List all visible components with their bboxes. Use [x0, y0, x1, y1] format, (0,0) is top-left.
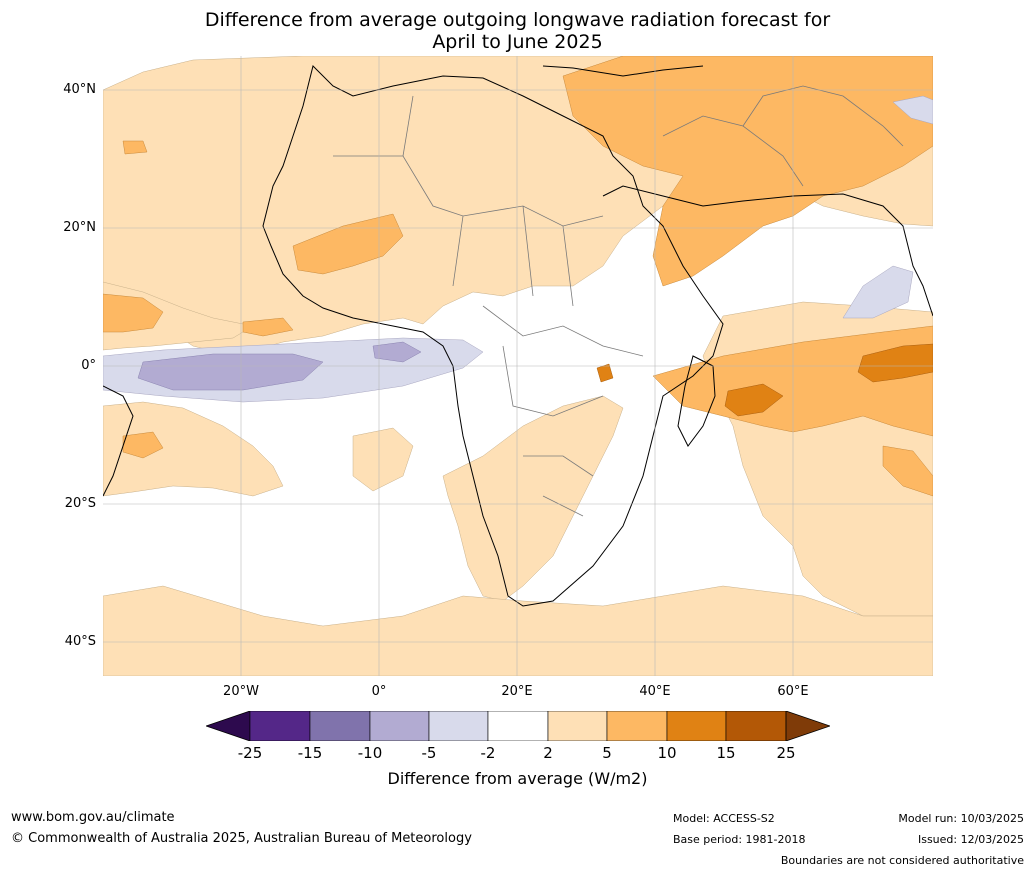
anomaly-map: [103, 56, 933, 676]
legend-tick: -25: [237, 744, 263, 762]
lat-label-40s: 40°S: [64, 634, 96, 649]
footer-issued: Issued: 12/03/2025: [917, 833, 1024, 846]
footer-base-period: Base period: 1981-2018: [673, 833, 806, 846]
lon-label-0: 0°: [371, 684, 387, 699]
lon-label-60e: 60°E: [777, 684, 809, 699]
lat-label-20n: 20°N: [63, 220, 96, 235]
title-line-1: Difference from average outgoing longwav…: [204, 9, 831, 31]
legend-swatch: [666, 711, 727, 741]
coastlines: [103, 65, 933, 607]
country-borders: [333, 85, 904, 517]
legend-title: Difference from average (W/m2): [387, 769, 648, 788]
legend-tick: -10: [357, 744, 383, 762]
footer-website-link[interactable]: www.bom.gov.au/climate: [11, 810, 175, 825]
graticule: [103, 56, 933, 676]
map-title: Difference from average outgoing longwav…: [0, 9, 1035, 53]
legend-tick: 5: [602, 744, 612, 762]
legend-tick: -15: [297, 744, 323, 762]
anomaly-neg5-neg10-region: [137, 341, 422, 391]
legend-swatch: [606, 711, 668, 741]
legend-swatch: [487, 711, 549, 741]
legend-swatch: [309, 711, 371, 741]
lat-label-0: 0°: [81, 358, 96, 373]
lat-label-20s: 20°S: [64, 496, 96, 511]
legend-tick: -2: [480, 744, 496, 762]
legend-swatch: [428, 711, 489, 741]
legend-arrow-left: [206, 711, 251, 741]
legend-tick: -5: [421, 744, 437, 762]
legend-tick: 2: [543, 744, 553, 762]
lon-label-20e: 20°E: [501, 684, 533, 699]
legend-tick: 25: [776, 744, 796, 762]
title-line-2: April to June 2025: [432, 31, 603, 53]
legend-swatch: [725, 711, 787, 741]
legend-colorbar: [206, 711, 830, 741]
footer-model: Model: ACCESS-S2: [673, 812, 775, 825]
legend-swatch: [547, 711, 608, 741]
legend-tick: 10: [657, 744, 677, 762]
footer-disclaimer: Boundaries are not considered authoritat…: [780, 854, 1024, 867]
anomaly-10-15-region: [596, 343, 933, 417]
lon-label-40e: 40°E: [639, 684, 671, 699]
map-panel: [103, 56, 933, 676]
lon-label-20w: 20°W: [223, 684, 259, 699]
anomaly-5-10-region: [103, 56, 933, 497]
legend-swatch: [249, 711, 311, 741]
footer-model-run: Model run: 10/03/2025: [898, 812, 1024, 825]
footer-copyright: © Commonwealth of Australia 2025, Austra…: [11, 831, 472, 846]
legend-arrow-right: [785, 711, 830, 741]
lat-label-40n: 40°N: [63, 82, 96, 97]
legend-tick: 15: [716, 744, 736, 762]
legend-swatch: [369, 711, 430, 741]
